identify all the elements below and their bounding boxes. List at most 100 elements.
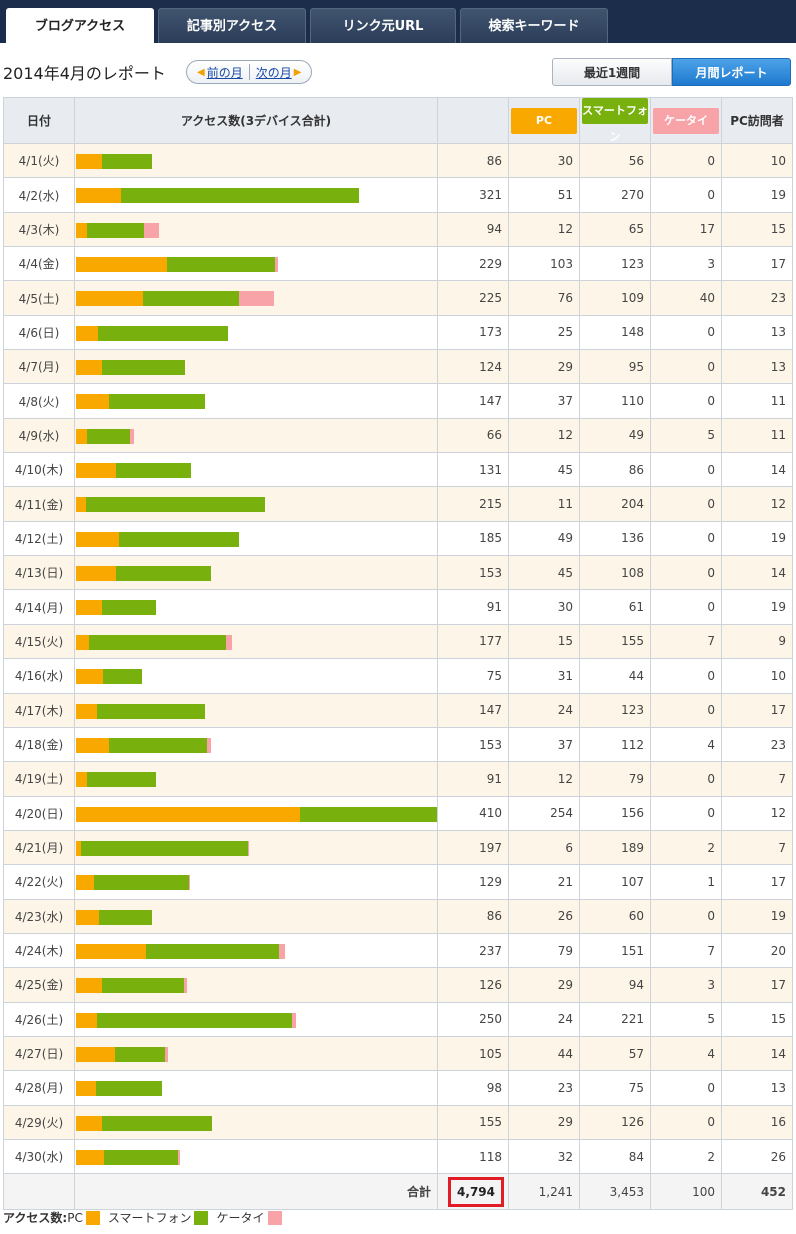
table-row: 4/24(木) 237 79 151 7 20 [3, 932, 793, 969]
row-date: 4/2(水) [3, 177, 75, 213]
row-smartphone: 189 [579, 829, 651, 866]
row-smartphone: 44 [579, 658, 651, 694]
legend-pc-swatch [85, 1210, 100, 1225]
tab-article-access[interactable]: 記事別アクセス [158, 8, 306, 43]
tab-referrer-url[interactable]: リンク元URL [310, 8, 456, 43]
bar-segment-pc [76, 703, 98, 719]
bar-segment-smartphone [115, 463, 192, 479]
row-smartphone: 136 [579, 520, 651, 557]
row-total: 124 [437, 349, 509, 385]
stacked-bar [76, 257, 278, 273]
row-access-bar [74, 692, 438, 728]
bar-segment-pc [76, 772, 87, 788]
bar-segment-pc [76, 222, 87, 238]
row-keitai: 0 [650, 898, 722, 934]
stacked-bar [76, 394, 206, 410]
column-header-pc-visitors: PC訪問者 [721, 97, 793, 144]
row-total: 86 [437, 142, 509, 179]
bar-segment-smartphone [98, 325, 229, 341]
row-keitai: 3 [650, 246, 722, 282]
bar-segment-pc [76, 1115, 102, 1131]
legend-label: アクセス数: [3, 1211, 68, 1225]
row-total: 197 [437, 829, 509, 866]
row-total: 126 [437, 967, 509, 1003]
bar-segment-smartphone [120, 188, 359, 204]
stacked-bar [76, 154, 152, 169]
row-pc-visitors: 23 [721, 726, 793, 763]
table-row: 4/14(月) 91 30 61 0 19 [3, 589, 793, 625]
row-pc-visitors: 7 [721, 829, 793, 866]
table-row: 4/2(水) 321 51 270 0 19 [3, 177, 793, 213]
column-header-pc-cell: PC [508, 97, 580, 144]
stacked-bar [76, 531, 239, 547]
row-smartphone: 49 [579, 417, 651, 454]
row-pc: 12 [508, 417, 580, 454]
row-keitai: 5 [650, 417, 722, 454]
recent-week-button[interactable]: 最近1週間 [552, 58, 672, 86]
row-pc: 29 [508, 967, 580, 1003]
row-smartphone: 155 [579, 623, 651, 660]
stacked-bar [76, 1046, 169, 1062]
table-row: 4/29(火) 155 29 126 0 16 [3, 1104, 793, 1140]
column-header-smartphone: スマートフォン [582, 98, 648, 143]
next-month-link[interactable]: 次の月 [255, 65, 292, 80]
row-keitai: 0 [650, 177, 722, 213]
row-date: 4/4(金) [3, 246, 75, 282]
bar-segment-pc [76, 634, 90, 650]
row-date: 4/22(火) [3, 864, 75, 900]
row-keitai: 5 [650, 1001, 722, 1037]
bar-segment-pc [76, 840, 82, 856]
row-pc: 26 [508, 898, 580, 934]
row-smartphone: 270 [579, 177, 651, 213]
column-header-total [437, 97, 509, 144]
stacked-bar [76, 497, 266, 513]
row-smartphone: 95 [579, 349, 651, 385]
column-header-pc: PC [511, 107, 577, 134]
row-date: 4/20(日) [3, 795, 75, 831]
row-pc: 49 [508, 520, 580, 557]
nav-divider [248, 64, 250, 80]
row-total: 237 [437, 932, 509, 969]
stacked-bar [76, 566, 211, 582]
table-row: 4/10(木) 131 45 86 0 14 [3, 452, 793, 488]
bar-segment-keitai [143, 222, 159, 238]
bar-segment-pc [76, 325, 98, 341]
month-navigation: ◀ 前の月 次の月 ▶ [186, 60, 313, 84]
row-smartphone: 94 [579, 967, 651, 1003]
row-pc: 15 [508, 623, 580, 660]
row-keitai: 0 [650, 1104, 722, 1140]
prev-month-link[interactable]: 前の月 [206, 65, 243, 80]
row-date: 4/10(木) [3, 452, 75, 488]
stacked-bar [76, 703, 206, 719]
bar-segment-pc [76, 566, 116, 582]
stacked-bar [76, 669, 143, 685]
row-date: 4/24(木) [3, 932, 75, 969]
legend: アクセス数: PC スマートフォン ケータイ [3, 1209, 290, 1226]
row-smartphone: 112 [579, 726, 651, 763]
row-pc: 254 [508, 795, 580, 831]
tab-blog-access[interactable]: ブログアクセス [6, 8, 154, 43]
row-date: 4/26(土) [3, 1001, 75, 1037]
tab-search-keyword[interactable]: 検索キーワード [460, 8, 608, 43]
total-empty-cell [3, 1173, 75, 1211]
row-pc: 29 [508, 1104, 580, 1140]
row-access-bar [74, 486, 438, 522]
bar-segment-pc [76, 428, 87, 444]
bar-segment-keitai [188, 875, 190, 891]
monthly-report-button[interactable]: 月間レポート [672, 58, 791, 86]
bar-segment-smartphone [94, 875, 189, 891]
bar-segment-pc [76, 909, 99, 925]
bar-segment-pc [76, 875, 95, 891]
bar-segment-smartphone [96, 1081, 163, 1097]
table-row: 4/18(金) 153 37 112 4 23 [3, 726, 793, 763]
table-row: 4/11(金) 215 11 204 0 12 [3, 486, 793, 522]
row-date: 4/18(金) [3, 726, 75, 763]
row-access-bar [74, 383, 438, 419]
row-total: 177 [437, 623, 509, 660]
stacked-bar [76, 360, 186, 376]
row-total: 91 [437, 589, 509, 625]
row-access-bar [74, 658, 438, 694]
stacked-bar [76, 840, 250, 856]
row-pc: 11 [508, 486, 580, 522]
row-total: 91 [437, 761, 509, 797]
